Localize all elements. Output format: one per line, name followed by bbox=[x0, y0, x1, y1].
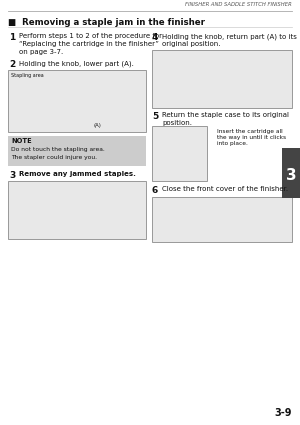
Text: The stapler could injure you.: The stapler could injure you. bbox=[11, 155, 97, 160]
Text: Do not touch the stapling area.: Do not touch the stapling area. bbox=[11, 147, 105, 152]
Text: FINISHER AND SADDLE STITCH FINISHER: FINISHER AND SADDLE STITCH FINISHER bbox=[185, 2, 292, 7]
Text: (A): (A) bbox=[94, 123, 102, 128]
FancyBboxPatch shape bbox=[8, 181, 146, 239]
Text: 6: 6 bbox=[152, 186, 158, 195]
Text: Holding the knob, lower part (A).: Holding the knob, lower part (A). bbox=[19, 60, 134, 66]
FancyBboxPatch shape bbox=[8, 70, 146, 132]
Text: 3-9: 3-9 bbox=[274, 408, 292, 418]
Text: Remove any jammed staples.: Remove any jammed staples. bbox=[19, 171, 136, 177]
Text: Stapling area: Stapling area bbox=[11, 73, 44, 78]
Text: 5: 5 bbox=[152, 112, 158, 121]
Text: 1: 1 bbox=[9, 33, 15, 42]
Text: Insert the cartridge all
the way in until it clicks
into place.: Insert the cartridge all the way in unti… bbox=[217, 129, 286, 146]
Text: NOTE: NOTE bbox=[11, 138, 32, 144]
FancyBboxPatch shape bbox=[152, 50, 292, 108]
Text: 3: 3 bbox=[9, 171, 15, 180]
FancyBboxPatch shape bbox=[8, 136, 146, 166]
Text: Perform steps 1 to 2 of the procedure for
“Replacing the cartridge in the finish: Perform steps 1 to 2 of the procedure fo… bbox=[19, 33, 162, 54]
Text: Holding the knob, return part (A) to its
original position.: Holding the knob, return part (A) to its… bbox=[162, 33, 297, 47]
FancyBboxPatch shape bbox=[282, 148, 300, 198]
Text: 4: 4 bbox=[152, 33, 158, 42]
Text: Close the front cover of the finisher.: Close the front cover of the finisher. bbox=[162, 186, 288, 192]
FancyBboxPatch shape bbox=[152, 197, 292, 242]
Text: Return the staple case to its original
position.: Return the staple case to its original p… bbox=[162, 112, 289, 126]
Text: 3: 3 bbox=[286, 167, 296, 182]
Text: ■  Removing a staple jam in the finisher: ■ Removing a staple jam in the finisher bbox=[8, 18, 205, 27]
Text: 2: 2 bbox=[9, 60, 15, 69]
FancyBboxPatch shape bbox=[152, 126, 207, 181]
